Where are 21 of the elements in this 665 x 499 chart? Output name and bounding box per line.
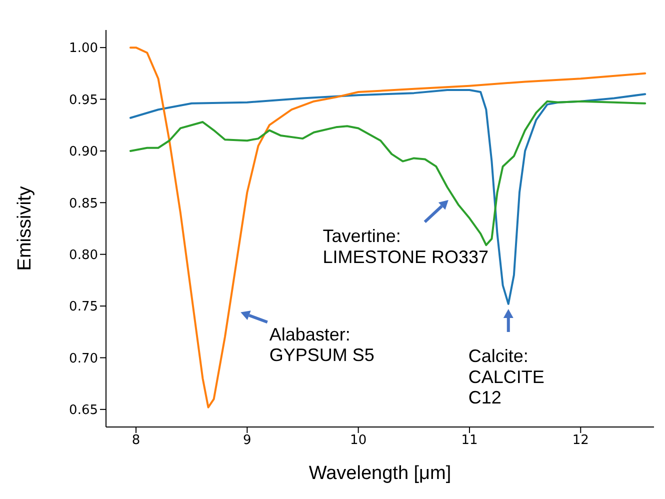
y-tick-label: 0.75: [69, 300, 98, 315]
line-series: [129, 100, 646, 246]
y-axis-title: Emissivity: [14, 186, 36, 271]
x-tick-label: 11: [461, 433, 478, 448]
y-tick-label: 0.80: [69, 248, 98, 263]
y-tick-label: 0.70: [69, 351, 98, 366]
y-tick-label: 0.95: [69, 92, 98, 108]
x-tick-label: 9: [243, 433, 252, 448]
y-tick-label: 0.90: [69, 144, 98, 160]
x-axis-title: Wavelength [μm]: [308, 463, 452, 484]
annotation: Alabaster: GYPSUM S5: [269, 324, 374, 366]
y-tick-label: 0.65: [69, 403, 98, 418]
x-tick-label: 12: [572, 433, 589, 448]
annotation: Tavertine: LIMESTONE RO337: [322, 226, 489, 267]
line-series: [129, 88, 646, 305]
x-tick-label: 10: [350, 433, 367, 448]
line-series: [129, 46, 646, 408]
x-tick-label: 8: [132, 433, 140, 448]
annotation: Calcite: CALCITE C12: [468, 346, 544, 408]
y-tick-label: 1.00: [69, 41, 98, 56]
y-tick-label: 0.85: [69, 196, 98, 212]
